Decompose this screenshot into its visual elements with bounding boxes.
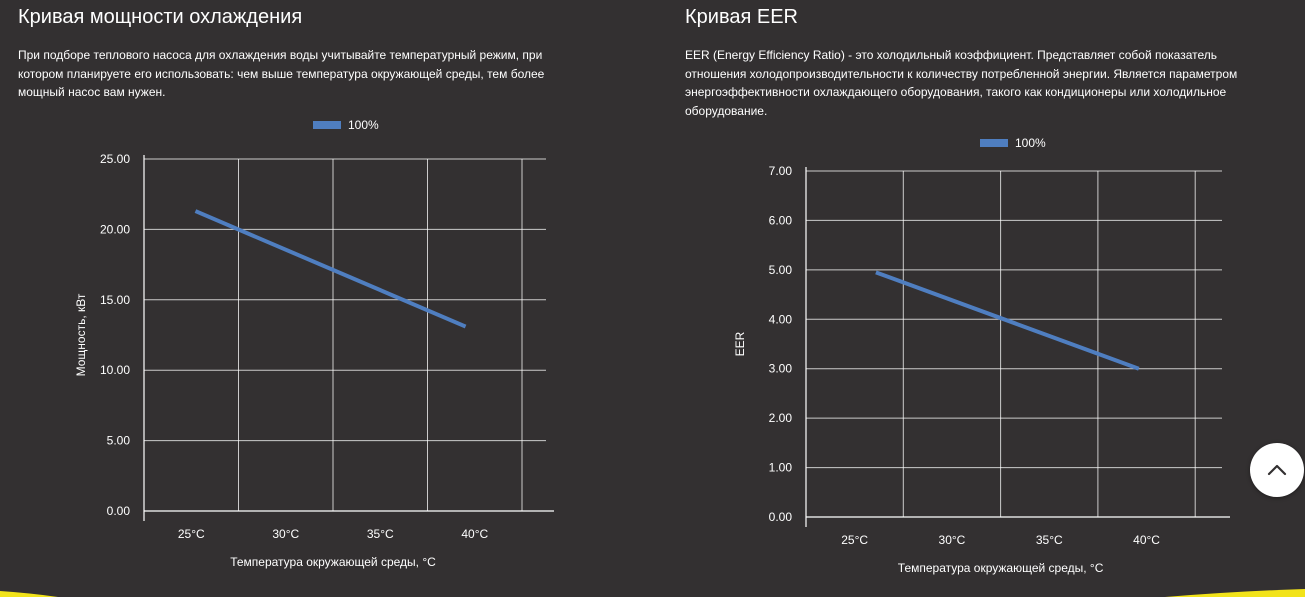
y-axis-title: Мощность, кВт [74,293,88,376]
x-tick-label: 35°C [367,527,394,541]
legend-label: 100% [1015,136,1046,150]
x-axis-title: Температура окружающей среды, °C [230,555,436,569]
y-tick-label: 6.00 [769,213,793,227]
x-tick-label: 25°C [178,527,205,541]
eer-title: Кривая EER [685,6,798,28]
series-line-100 [194,209,467,329]
x-tick-label: 40°C [461,527,488,541]
cooling-power-description: При подборе теплового насоса для охлажде… [18,48,545,99]
x-tick-label: 25°C [841,533,868,547]
y-tick-label: 4.00 [769,312,793,326]
y-tick-label: 10.00 [100,363,130,377]
scroll-to-top-button[interactable] [1250,443,1304,497]
x-axis-title: Температура окружающей среды, °C [898,561,1104,575]
x-tick-label: 30°C [272,527,299,541]
x-tick-label: 30°C [939,533,966,547]
chevron-up-icon [1267,464,1287,476]
y-tick-label: 5.00 [769,263,793,277]
y-tick-label: 15.00 [100,293,130,307]
y-tick-label: 5.00 [107,434,131,448]
y-tick-label: 0.00 [107,504,131,518]
legend-label: 100% [348,118,379,132]
y-tick-label: 7.00 [769,164,793,178]
x-tick-label: 35°C [1036,533,1063,547]
y-tick-label: 20.00 [100,222,130,236]
x-tick-label: 40°C [1133,533,1160,547]
y-axis-title: EER [733,331,747,356]
series-line-100 [875,270,1140,371]
y-tick-label: 0.00 [769,510,793,524]
eer-description: EER (Energy Efficiency Ratio) - это холо… [685,48,1238,118]
legend-swatch [313,121,341,129]
cooling-power-title: Кривая мощности охлаждения [18,6,303,28]
y-tick-label: 3.00 [769,362,793,376]
y-tick-label: 1.00 [769,461,793,475]
bottom-accent-strip [0,589,1305,597]
legend-swatch [980,139,1008,147]
y-tick-label: 25.00 [100,152,130,166]
y-tick-label: 2.00 [769,411,793,425]
cooling-power-chart: 100% 0.00 5.00 10.00 15.00 20.00 25.00 25°C 30°C… [74,118,554,569]
